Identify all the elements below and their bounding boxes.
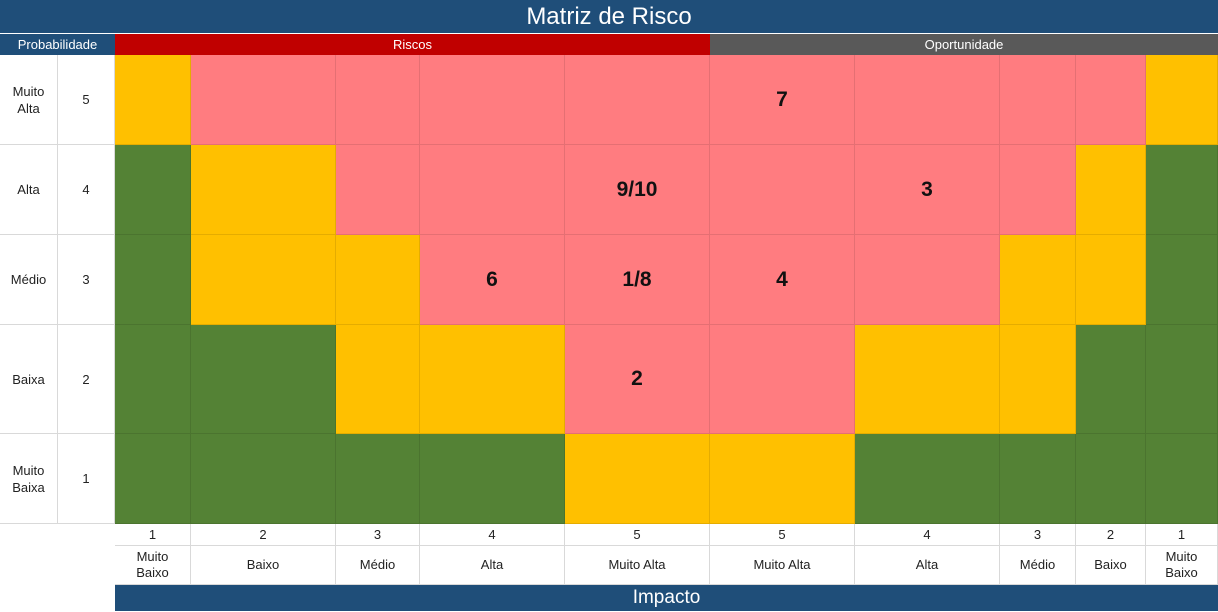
matrix-cell	[420, 434, 565, 524]
probabilidade-header: Probabilidade	[0, 34, 115, 55]
probability-row-label: Baixa	[0, 325, 58, 434]
matrix-cell	[855, 235, 1000, 325]
probability-row-number: 1	[58, 434, 115, 524]
probability-row-number: 2	[58, 325, 115, 434]
matrix-cell	[191, 434, 336, 524]
matrix-cell	[115, 325, 191, 434]
matrix-cell	[1146, 55, 1218, 145]
matrix-cell	[1076, 434, 1146, 524]
matrix-cell: 7	[710, 55, 855, 145]
impact-column-label: Médio	[336, 546, 420, 585]
probability-row-label: Muito Baixa	[0, 434, 58, 524]
matrix-cell	[710, 434, 855, 524]
matrix-cell	[1076, 235, 1146, 325]
matrix-cell	[565, 434, 710, 524]
matrix-cell	[710, 325, 855, 434]
matrix-cell	[336, 55, 420, 145]
matrix-cell: 3	[855, 145, 1000, 235]
matrix-cell	[710, 145, 855, 235]
matrix-cell	[1146, 145, 1218, 235]
impact-column-label: Muito Baixo	[115, 546, 191, 585]
matrix-cell	[420, 55, 565, 145]
matrix-cell: 9/10	[565, 145, 710, 235]
impact-column-number: 3	[1000, 524, 1076, 546]
matrix-cell	[420, 325, 565, 434]
impact-column-number: 5	[565, 524, 710, 546]
matrix-cell	[1000, 235, 1076, 325]
probability-row-number: 4	[58, 145, 115, 235]
matrix-cell	[1076, 145, 1146, 235]
matrix-cell	[115, 235, 191, 325]
matrix-cell: 1/8	[565, 235, 710, 325]
impact-column-label: Muito Baixo	[1146, 546, 1218, 585]
oportunidade-header: Oportunidade	[710, 34, 1218, 55]
matrix-cell	[191, 235, 336, 325]
matrix-cell: 2	[565, 325, 710, 434]
probability-row-label: Médio	[0, 235, 58, 325]
impact-column-number: 1	[1146, 524, 1218, 546]
probability-row-label: Alta	[0, 145, 58, 235]
impact-column-number: 3	[336, 524, 420, 546]
probability-row-number: 3	[58, 235, 115, 325]
impact-column-label: Alta	[855, 546, 1000, 585]
matrix-cell	[115, 145, 191, 235]
impact-column-label: Muito Alta	[565, 546, 710, 585]
matrix-cell	[336, 145, 420, 235]
matrix-cell	[336, 325, 420, 434]
matrix-cell	[1000, 145, 1076, 235]
matrix-cell	[855, 55, 1000, 145]
matrix-cell	[1076, 55, 1146, 145]
matrix-cell	[1146, 235, 1218, 325]
matrix-cell	[1000, 55, 1076, 145]
impact-column-number: 4	[855, 524, 1000, 546]
impact-column-label: Médio	[1000, 546, 1076, 585]
impact-column-label: Muito Alta	[710, 546, 855, 585]
probability-row-number: 5	[58, 55, 115, 145]
matrix-cell	[1076, 325, 1146, 434]
matrix-cell	[1000, 434, 1076, 524]
impact-column-number: 2	[1076, 524, 1146, 546]
matrix-cell: 4	[710, 235, 855, 325]
matrix-cell	[115, 434, 191, 524]
impact-column-number: 4	[420, 524, 565, 546]
impact-column-label: Baixo	[191, 546, 336, 585]
matrix-cell	[565, 55, 710, 145]
matrix-cell	[1146, 325, 1218, 434]
matrix-cell: 6	[420, 235, 565, 325]
matrix-cell	[191, 325, 336, 434]
matrix-cell	[420, 145, 565, 235]
impact-column-number: 2	[191, 524, 336, 546]
matrix-cell	[855, 325, 1000, 434]
matrix-cell	[336, 434, 420, 524]
matrix-cell	[336, 235, 420, 325]
matrix-cell	[1146, 434, 1218, 524]
impact-column-number: 1	[115, 524, 191, 546]
impact-column-label: Baixo	[1076, 546, 1146, 585]
impact-column-label: Alta	[420, 546, 565, 585]
riscos-header: Riscos	[115, 34, 710, 55]
probability-row-label: Muito Alta	[0, 55, 58, 145]
matrix-cell	[115, 55, 191, 145]
page-title: Matriz de Risco	[0, 0, 1218, 33]
matrix-cell	[191, 55, 336, 145]
impacto-footer: Impacto	[115, 585, 1218, 611]
matrix-cell	[855, 434, 1000, 524]
matrix-cell	[1000, 325, 1076, 434]
matrix-cell	[191, 145, 336, 235]
impact-column-number: 5	[710, 524, 855, 546]
